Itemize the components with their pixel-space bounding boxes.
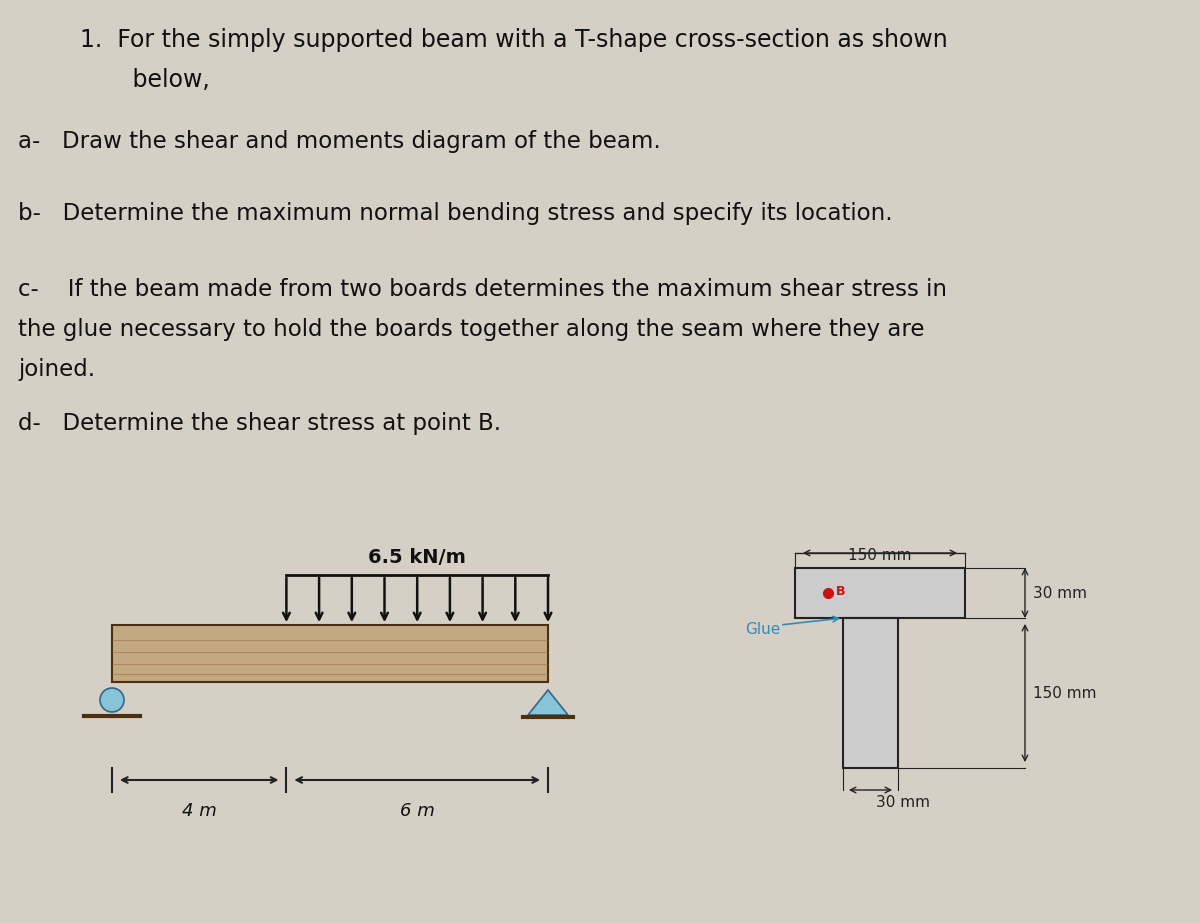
Text: 6 m: 6 m (400, 802, 434, 820)
Text: 6.5 kN/m: 6.5 kN/m (368, 548, 466, 567)
Text: the glue necessary to hold the boards together along the seam where they are: the glue necessary to hold the boards to… (18, 318, 924, 341)
Text: c-    If the beam made from two boards determines the maximum shear stress in: c- If the beam made from two boards dete… (18, 278, 947, 301)
Text: joined.: joined. (18, 358, 95, 381)
Text: b-   Determine the maximum normal bending stress and specify its location.: b- Determine the maximum normal bending … (18, 202, 893, 225)
Circle shape (100, 688, 124, 712)
Bar (112, 625, 548, 682)
Text: 30 mm: 30 mm (1033, 585, 1087, 601)
Bar (796, 568, 965, 618)
Text: 1.  For the simply supported beam with a T-shape cross-section as shown: 1. For the simply supported beam with a … (80, 28, 948, 52)
Text: 150 mm: 150 mm (848, 548, 912, 563)
Text: B: B (836, 585, 846, 598)
Text: 150 mm: 150 mm (1033, 686, 1097, 701)
Polygon shape (528, 690, 568, 715)
Text: d-   Determine the shear stress at point B.: d- Determine the shear stress at point B… (18, 412, 502, 435)
Bar (842, 618, 898, 768)
Text: 30 mm: 30 mm (876, 795, 930, 810)
Text: a-   Draw the shear and moments diagram of the beam.: a- Draw the shear and moments diagram of… (18, 130, 661, 153)
Text: below,: below, (80, 68, 210, 92)
Text: Glue: Glue (745, 622, 780, 638)
Text: 4 m: 4 m (182, 802, 216, 820)
